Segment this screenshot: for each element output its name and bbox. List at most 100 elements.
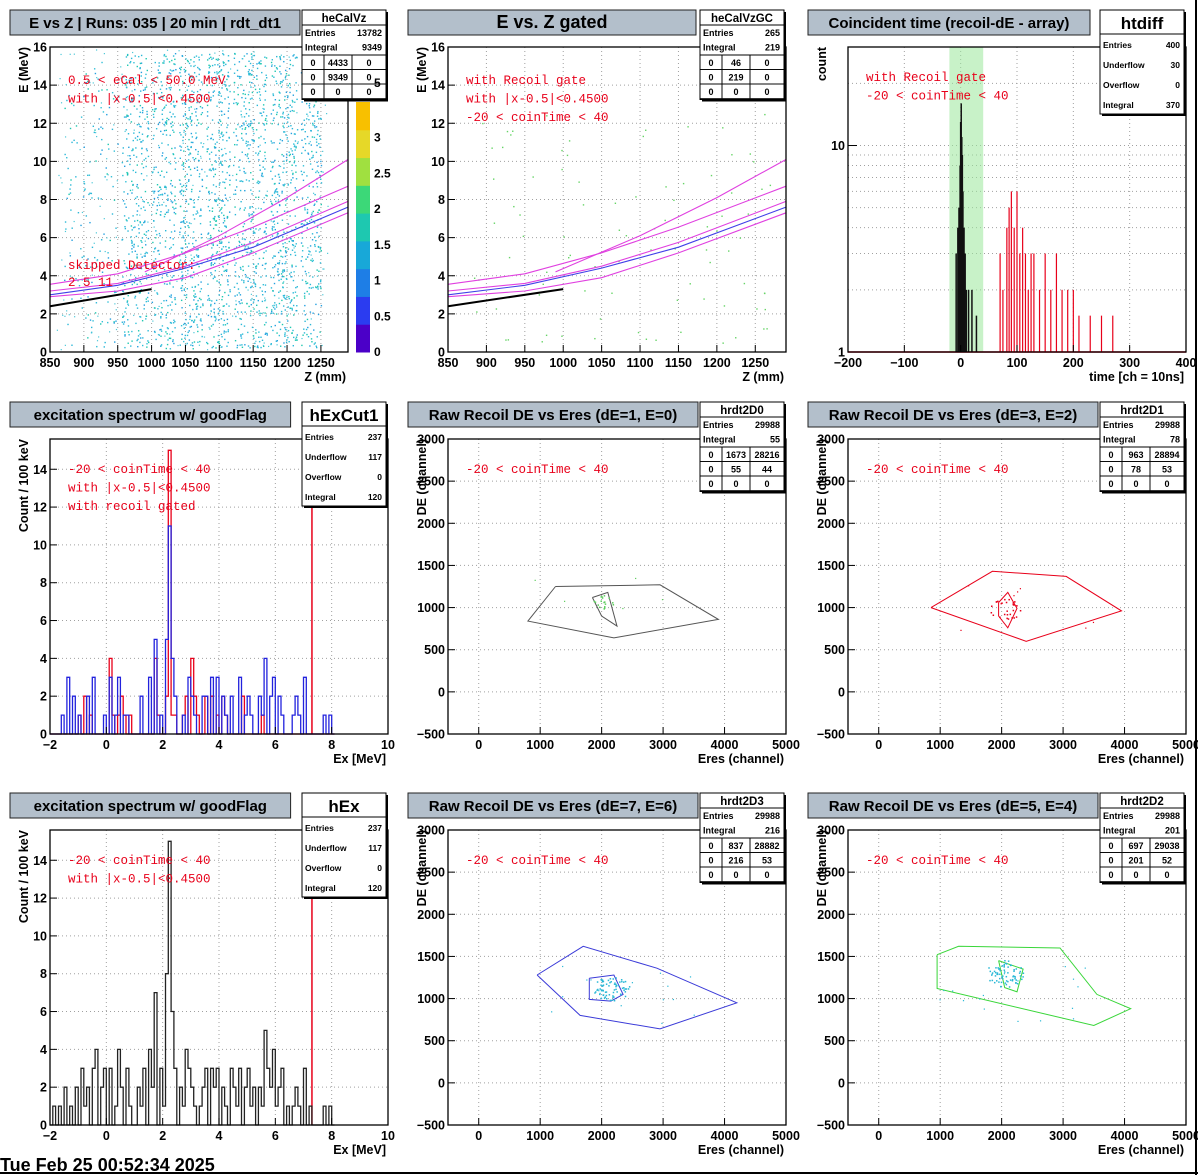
scatter-point <box>265 223 267 225</box>
scatter-point <box>282 269 284 271</box>
scatter-point <box>286 269 288 271</box>
scatter-point <box>246 53 248 55</box>
scatter-point <box>221 155 223 157</box>
scatter-point <box>287 248 290 250</box>
scatter-point <box>139 333 141 336</box>
scatter-point <box>259 99 262 101</box>
scatter-point <box>136 124 139 126</box>
scatter-point <box>276 222 279 224</box>
scatter-point <box>614 982 616 984</box>
scatter-point <box>248 213 250 215</box>
scatter-point <box>687 126 689 128</box>
scatter-point <box>161 325 164 327</box>
scatter-point <box>296 196 298 198</box>
scatter-point <box>280 86 283 88</box>
scatter-point <box>308 200 311 203</box>
scatter-point <box>250 251 252 254</box>
scatter-point <box>287 140 289 142</box>
scatter-point <box>131 330 133 333</box>
scatter-point <box>187 85 190 87</box>
scatter-point <box>181 284 184 287</box>
scatter-point <box>249 347 251 349</box>
y-tick-label: 500 <box>424 1034 445 1048</box>
scatter-point <box>598 606 601 609</box>
scatter-point <box>125 116 127 118</box>
scatter-point <box>1014 977 1016 980</box>
scatter-point <box>131 189 134 191</box>
scatter-point <box>279 345 282 347</box>
scatter-point <box>599 988 601 990</box>
scatter-point <box>312 276 314 278</box>
scatter-point <box>206 244 209 246</box>
scatter-point <box>143 308 145 310</box>
scatter-point <box>308 293 310 295</box>
scatter-point <box>234 156 236 158</box>
scatter-point <box>274 228 276 231</box>
scatter-point <box>256 346 259 348</box>
scatter-point <box>147 122 150 125</box>
scatter-point <box>141 107 144 109</box>
scatter-point <box>140 71 143 74</box>
scatter-point <box>142 206 145 208</box>
x-tick-label: 8 <box>328 738 335 752</box>
scatter-point <box>182 80 184 83</box>
scatter-point <box>199 69 201 71</box>
scatter-point <box>234 53 236 55</box>
scatter-point <box>291 109 294 112</box>
scatter-point <box>272 257 274 259</box>
scatter-point <box>190 124 193 126</box>
scatter-point <box>291 164 293 166</box>
scatter-point <box>286 198 289 200</box>
scatter-point <box>997 973 999 976</box>
scatter-point <box>232 174 234 177</box>
scatter-point <box>256 63 258 65</box>
outer-cut <box>936 945 1132 1027</box>
scatter-point <box>287 106 289 109</box>
scatter-point <box>224 324 227 326</box>
x-tick-label: 2000 <box>588 1129 616 1143</box>
scatter-point <box>147 237 150 240</box>
scatter-point <box>129 62 131 64</box>
scatter-point <box>968 585 970 587</box>
scatter-point <box>198 196 200 198</box>
scatter-point <box>1001 965 1004 967</box>
scatter-point <box>170 191 172 193</box>
scatter-point <box>161 155 163 157</box>
scatter-point <box>263 251 265 254</box>
scatter-point <box>259 286 261 289</box>
scatter-point <box>317 245 320 248</box>
scatter-point <box>162 133 164 135</box>
scatter-point <box>1039 1020 1042 1022</box>
x-tick-label: 3000 <box>1049 738 1077 752</box>
scatter-point <box>277 200 280 202</box>
stats-value: 13782 <box>357 28 382 38</box>
scatter-point <box>273 76 275 78</box>
scatter-point <box>251 285 253 287</box>
scatter-point <box>187 180 190 182</box>
scatter-point <box>192 242 194 245</box>
scatter-point <box>171 147 173 150</box>
scatter-point <box>167 118 170 121</box>
scatter-point <box>300 242 303 244</box>
scatter-point <box>667 985 669 987</box>
scatter-point <box>224 98 226 100</box>
scatter-point <box>184 103 187 105</box>
scatter-point <box>284 78 287 80</box>
scatter-point <box>594 266 596 268</box>
scatter-point <box>293 199 295 202</box>
scatter-point <box>207 139 209 141</box>
scatter-point <box>224 269 227 272</box>
annotation-text: -20 < coinTime < 40 <box>866 90 1009 104</box>
scatter-point <box>142 89 145 91</box>
kinematic-line <box>447 200 787 292</box>
scatter-point <box>284 327 286 329</box>
scatter-point <box>114 303 116 305</box>
scatter-point <box>283 231 285 233</box>
scatter-point <box>185 185 188 187</box>
scatter-point <box>126 82 129 84</box>
scatter-point <box>226 263 229 266</box>
scatter-point <box>151 213 153 216</box>
scatter-point <box>191 286 193 288</box>
scatter-point <box>197 99 199 101</box>
right-border <box>1195 0 1197 1175</box>
